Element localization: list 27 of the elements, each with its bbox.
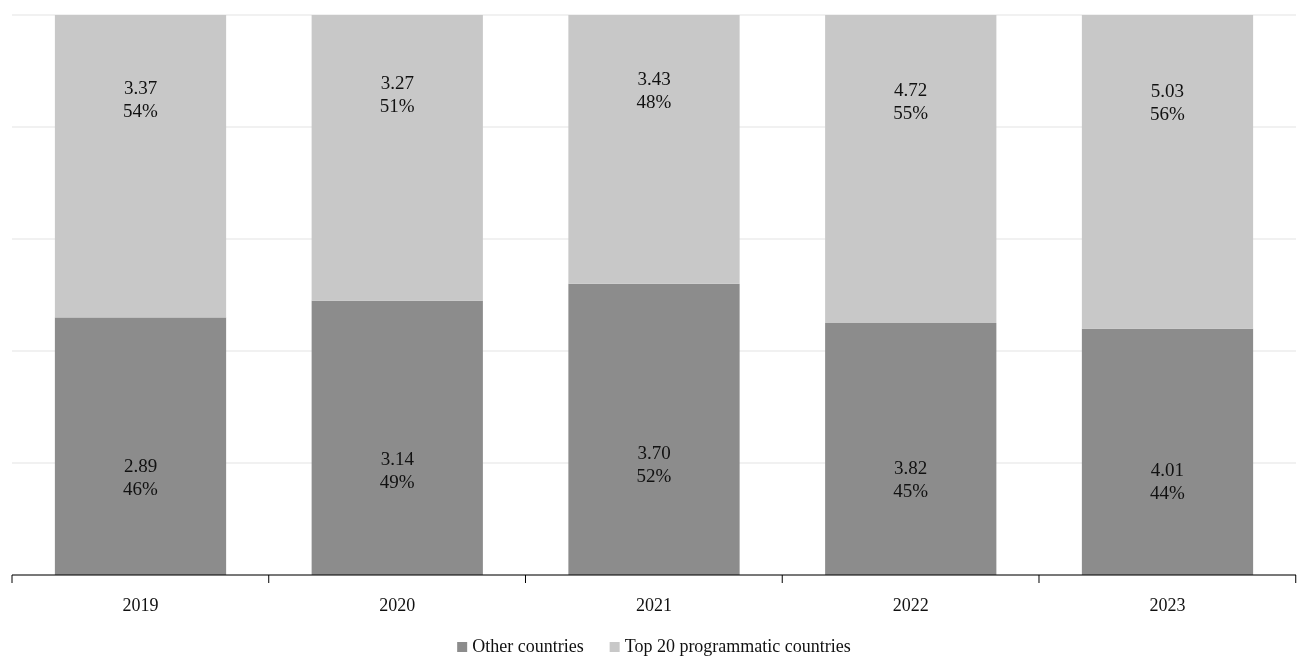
legend-label: Other countries bbox=[472, 636, 584, 656]
data-label: 3.27 51% bbox=[379, 72, 415, 117]
data-label: 3.70 52% bbox=[636, 441, 672, 486]
bar bbox=[1081, 15, 1254, 329]
data-label: 4.01 44% bbox=[1150, 458, 1186, 503]
x-tick-label: 2021 bbox=[636, 595, 672, 615]
data-label: 2.89 46% bbox=[123, 454, 159, 499]
x-tick-label: 2023 bbox=[1149, 595, 1186, 615]
data-label: 3.43 48% bbox=[636, 67, 672, 112]
bar bbox=[568, 283, 740, 575]
legend-label: Top 20 programmatic countries bbox=[624, 636, 851, 656]
bar bbox=[825, 323, 997, 575]
data-label: 4.72 55% bbox=[893, 78, 929, 123]
bar bbox=[311, 300, 483, 575]
bar bbox=[568, 15, 740, 284]
bar bbox=[54, 317, 227, 575]
bar bbox=[1081, 328, 1254, 575]
x-tick-label: 2019 bbox=[122, 595, 159, 615]
data-label: 3.14 49% bbox=[379, 448, 415, 493]
bar bbox=[825, 15, 997, 323]
x-tick-label: 2020 bbox=[379, 595, 416, 615]
data-label: 5.03 56% bbox=[1150, 80, 1186, 125]
bar bbox=[54, 15, 227, 318]
data-label: 3.37 54% bbox=[123, 77, 159, 122]
data-label: 3.82 45% bbox=[893, 456, 929, 501]
x-tick-label: 2022 bbox=[892, 595, 929, 615]
bar bbox=[311, 15, 483, 301]
